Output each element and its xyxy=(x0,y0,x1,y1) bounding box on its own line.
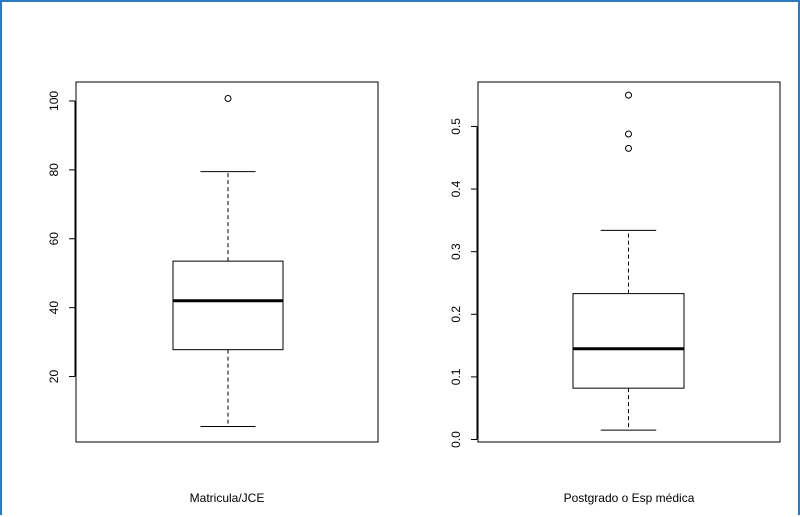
boxplot xyxy=(572,91,685,431)
y-tick-label: 60 xyxy=(47,232,61,246)
y-tick-label: 0.3 xyxy=(449,243,463,260)
y-tick-label: 100 xyxy=(47,91,61,111)
y-axis: 20 40 60 80 100 xyxy=(47,91,76,384)
y-tick-label: 0.4 xyxy=(449,180,463,197)
iqr-box xyxy=(572,293,685,389)
boxplot xyxy=(172,95,284,427)
outlier-point xyxy=(224,95,232,103)
y-axis: 0.0 0.1 0.2 0.3 0.4 0.5 xyxy=(449,118,478,448)
plot-border xyxy=(75,81,379,443)
outlier-point xyxy=(625,130,632,138)
panel-postgrado: 0.0 0.1 0.2 0.3 0.4 0.5 Postgrado o Esp médic… xyxy=(449,81,781,505)
outlier-point xyxy=(625,144,632,152)
y-tick-label: 0.2 xyxy=(449,306,463,323)
y-tick-label: 20 xyxy=(47,370,61,384)
plot-border xyxy=(477,81,781,443)
iqr-box xyxy=(172,260,284,351)
y-tick-label: 40 xyxy=(47,301,61,315)
outlier-point xyxy=(625,91,632,99)
y-tick-label: 0.5 xyxy=(449,118,463,135)
y-tick-label: 0.1 xyxy=(449,368,463,385)
x-category-label: Matricula/JCE xyxy=(190,491,265,505)
y-tick-label: 0.0 xyxy=(449,431,463,448)
y-tick-label: 80 xyxy=(47,163,61,177)
x-category-label: Postgrado o Esp médica xyxy=(564,491,695,505)
panel-matricula: 20 40 60 80 100 Matricula/JCE xyxy=(47,81,379,505)
